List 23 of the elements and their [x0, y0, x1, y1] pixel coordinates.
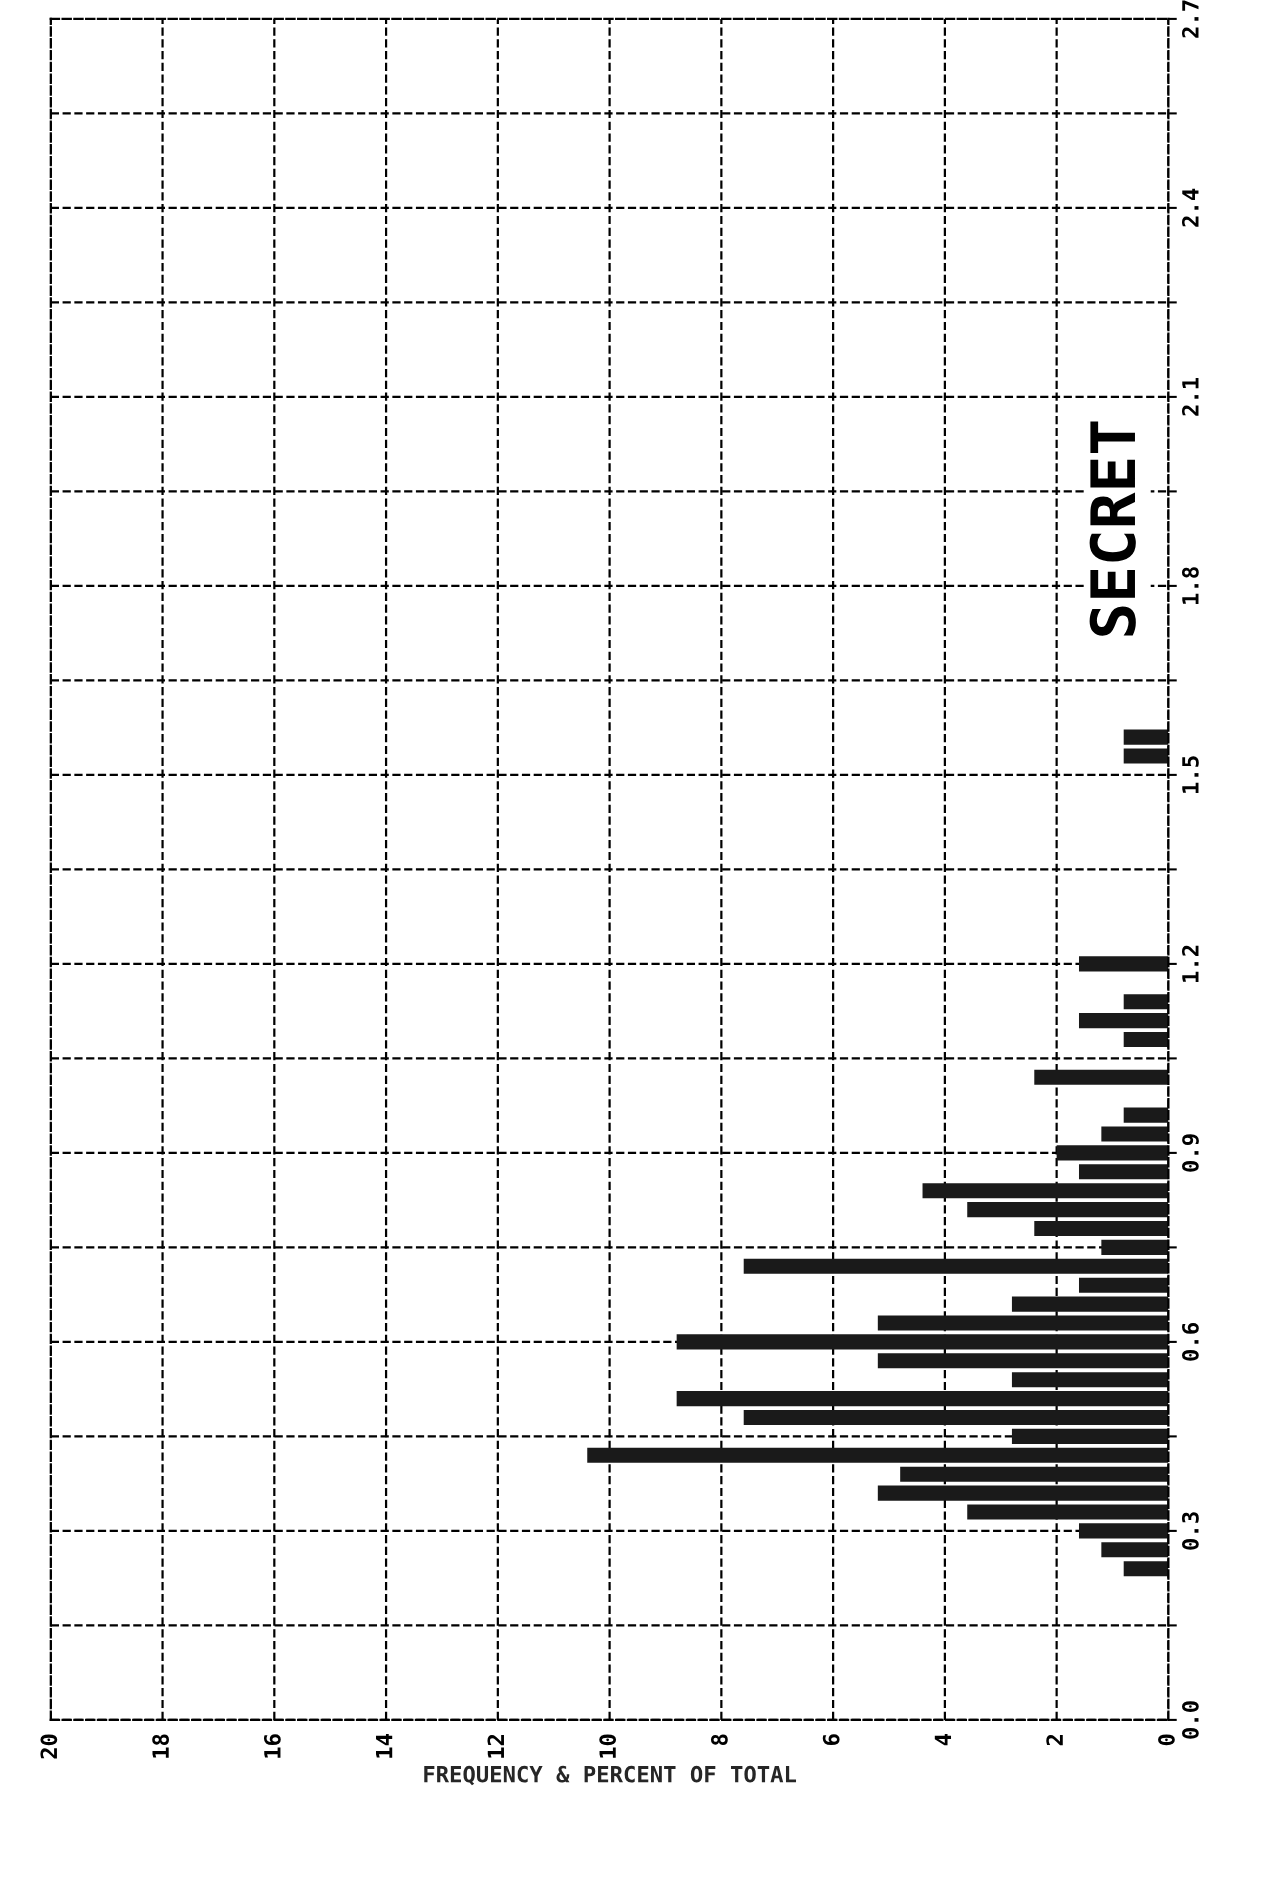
y-tick-label: 1.8: [1181, 567, 1199, 604]
y-tick-label: 0.0: [1181, 1701, 1199, 1739]
x-tick-label: 12: [487, 1734, 504, 1758]
x-tick-label: 4: [934, 1734, 952, 1746]
y-tick-label: 1.5: [1182, 756, 1199, 793]
x-tick-label: 2: [1046, 1734, 1063, 1746]
x-tick-label: 16: [263, 1734, 281, 1758]
y-tick-label: 0.9: [1181, 1134, 1199, 1172]
x-tick-label: 0: [1158, 1734, 1175, 1746]
x-tick-label: 6: [822, 1734, 840, 1746]
x-axis-title: FREQUENCY & PERCENT OF TOTAL: [424, 1765, 797, 1786]
x-tick-label: 8: [711, 1734, 728, 1746]
y-tick-label: 0.3: [1181, 1512, 1199, 1550]
x-tick-label: 20: [40, 1734, 58, 1759]
y-tick-label: 1.2: [1181, 945, 1199, 982]
y-tick-label: 2.7: [1181, 0, 1199, 38]
x-tick-label: 10: [599, 1734, 617, 1758]
x-tick-label: 18: [152, 1734, 170, 1758]
y-tick-label: 0.6: [1181, 1323, 1199, 1361]
annotation: SECRET: [1089, 421, 1136, 636]
y-tick-label: 2.1: [1181, 377, 1199, 416]
y-tick-label: 2.4: [1181, 188, 1199, 227]
x-tick-label: 14: [376, 1734, 393, 1758]
